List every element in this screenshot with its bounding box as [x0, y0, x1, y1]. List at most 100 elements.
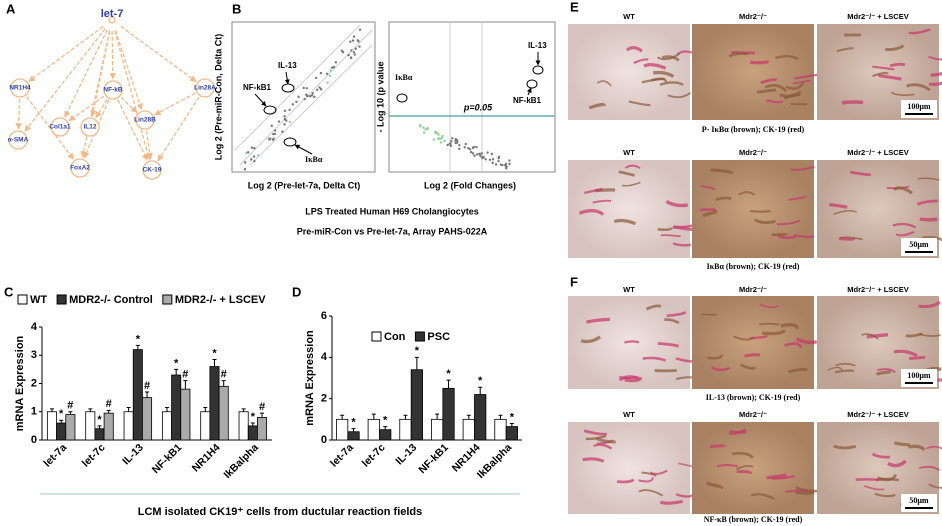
stain	[761, 329, 786, 336]
error-bar	[49, 408, 54, 412]
dot	[473, 154, 476, 157]
stain	[835, 362, 856, 367]
annotation: IL-13	[528, 41, 547, 50]
dot	[253, 159, 256, 163]
x-tick-label: IL-13	[393, 441, 419, 467]
bar	[336, 418, 349, 441]
panel-letter: E	[570, 0, 579, 14]
dot	[478, 153, 482, 156]
dot	[272, 132, 275, 136]
diagonal	[234, 24, 361, 151]
bar	[462, 418, 475, 441]
dot	[325, 72, 329, 76]
stain	[795, 337, 818, 345]
bar	[410, 369, 423, 441]
dot	[443, 139, 446, 143]
x-tick-label: NF-kB1	[150, 441, 185, 476]
micrograph	[568, 24, 690, 120]
dot	[243, 168, 247, 171]
stain	[596, 80, 612, 87]
dot	[283, 123, 286, 126]
error-bar	[135, 344, 140, 350]
dot	[314, 76, 318, 80]
dot	[340, 49, 344, 52]
node	[8, 130, 28, 150]
y-tick-label: 4	[321, 351, 328, 363]
diagonal	[239, 29, 373, 166]
dot	[422, 131, 426, 134]
x-axis-label: Log 2 (Pre-let-7a, Delta Ct)	[248, 180, 361, 190]
bar-chart: 0 2 4 6 mRNA Expression let-7a * let-7c * IL-13 * N…	[304, 310, 522, 481]
bar	[218, 385, 229, 441]
stain	[638, 489, 664, 497]
stain	[580, 335, 602, 344]
stain	[930, 71, 942, 77]
y-axis-label: Log 2 (Pre-miR-Con, Delta Ct)	[213, 34, 223, 161]
dot	[243, 161, 247, 164]
threshold-label: p=0.05	[463, 102, 493, 112]
dot	[334, 61, 338, 64]
stain	[784, 342, 803, 349]
edge	[157, 96, 200, 162]
edge	[120, 25, 197, 83]
row-caption: NF-κB (brown); CK-19 (red)	[704, 515, 803, 524]
dot	[437, 133, 440, 136]
y-axis-label: - Log 10 (p value	[375, 61, 385, 132]
node	[142, 160, 162, 180]
significance: *	[97, 414, 102, 426]
stain	[889, 62, 906, 68]
node-label: let-7	[101, 8, 124, 20]
stain	[628, 100, 651, 107]
node	[70, 158, 90, 178]
bar	[85, 411, 96, 441]
arrow	[526, 87, 532, 96]
stain	[863, 485, 885, 491]
dot	[441, 134, 444, 138]
annotation: NF-kB1	[513, 96, 542, 105]
bar	[379, 429, 392, 441]
x-tick-label: NF-kB1	[416, 441, 451, 476]
significance: #	[106, 398, 112, 410]
stain	[583, 429, 607, 436]
x-axis-label: Log 2 (Fold Changes)	[424, 180, 516, 190]
column-label: WT	[623, 410, 635, 419]
stain	[892, 186, 913, 195]
node-label: Lin28A	[194, 85, 216, 92]
dot	[288, 120, 292, 124]
node-label: FoxA2	[70, 165, 90, 172]
stain	[710, 366, 731, 372]
stain	[906, 83, 931, 92]
stain	[700, 208, 717, 212]
edge	[15, 98, 22, 130]
dots	[243, 28, 362, 171]
arrow	[294, 144, 313, 155]
dot	[283, 117, 287, 121]
stain	[739, 363, 757, 370]
stain	[776, 219, 801, 226]
node	[50, 117, 70, 137]
dot	[291, 103, 294, 106]
stain	[736, 465, 754, 471]
row-caption: P- IκBα (brown); CK-19 (red)	[702, 125, 805, 134]
y-tick-label: 4	[31, 321, 38, 333]
dot	[250, 158, 253, 161]
caption: LCM isolated CK19⁺ cells from ductular r…	[138, 506, 423, 518]
stain	[777, 234, 797, 240]
column-label: Mdr2⁻/⁻ + LSCEV	[847, 148, 908, 157]
stain	[833, 209, 857, 215]
stain	[771, 232, 788, 237]
legend-swatch	[17, 294, 28, 305]
legend-label: PSC	[427, 331, 450, 343]
row-caption: IκBα (brown); CK-19 (red)	[707, 262, 800, 271]
stain	[838, 236, 856, 241]
bar	[399, 418, 412, 441]
y-tick-label: 1	[31, 406, 37, 418]
bar	[209, 366, 220, 441]
legend-label: MDR2-/- Control	[69, 294, 153, 306]
stain	[928, 55, 942, 61]
stain	[790, 165, 815, 171]
dot	[349, 56, 353, 59]
column-label: Mdr2⁻/⁻ + LSCEV	[847, 285, 908, 294]
stain	[841, 100, 864, 105]
